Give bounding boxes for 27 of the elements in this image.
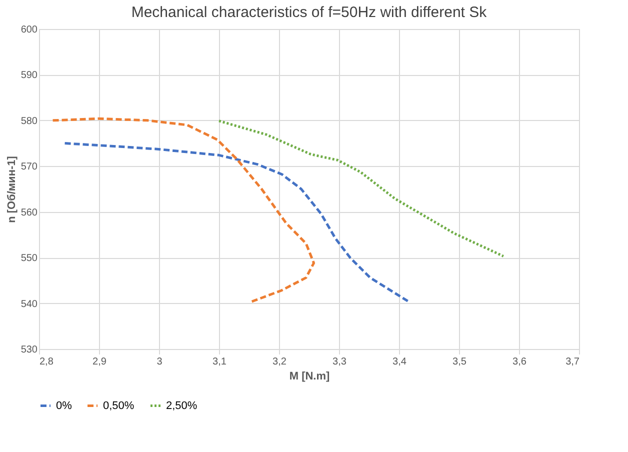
x-tick-label: 2,8: [40, 356, 54, 368]
line-series: [52, 117, 316, 304]
y-tick-label: 600: [20, 24, 38, 36]
x-tick-label: 3,4: [392, 356, 407, 368]
y-tick-label: 580: [20, 116, 38, 127]
x-tick-label: 3,6: [512, 356, 527, 368]
y-tick-label: 560: [20, 207, 38, 218]
line-series: [64, 142, 412, 304]
x-tick-label: 3,2: [272, 356, 287, 368]
legend-label: 0%: [56, 400, 72, 412]
x-tick-label: 3,7: [566, 356, 580, 368]
y-tick-label: 570: [20, 162, 38, 173]
line-series: [218, 120, 505, 258]
x-axis-title: M [N.m]: [289, 370, 330, 382]
chart-title: Mechanical characteristics of f=50Hz with different Sk: [131, 4, 488, 21]
y-tick-label: 530: [20, 344, 38, 356]
y-tick-label: 540: [20, 298, 38, 310]
y-axis-title: n [Об/мин-1]: [6, 156, 18, 223]
legend-label: 0,50%: [103, 400, 134, 412]
legend-label: 2,50%: [166, 400, 198, 412]
x-tick-label: 3,5: [452, 356, 467, 368]
x-tick-label: 3: [156, 356, 163, 368]
y-tick-label: 590: [20, 70, 38, 82]
x-tick-label: 3,1: [212, 356, 227, 368]
x-tick-label: 2,9: [92, 356, 107, 368]
x-tick-label: 3,3: [332, 356, 347, 368]
y-tick-label: 550: [20, 253, 38, 264]
